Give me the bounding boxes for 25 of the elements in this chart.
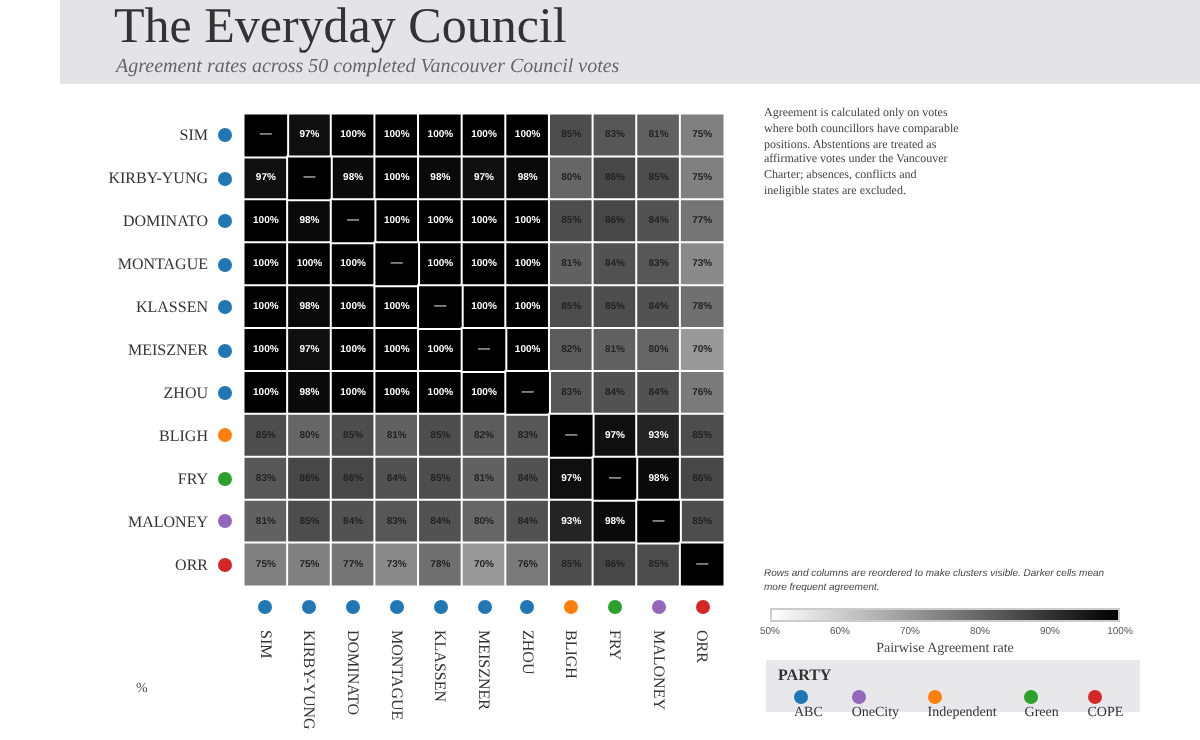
x-tick-label: MALONEY: [649, 630, 668, 711]
legend-title: PARTY: [778, 666, 834, 684]
y-tick-label: MALONEY: [128, 512, 209, 531]
x-tick-label: BLIGH: [562, 630, 581, 680]
chart-title: The Everyday Council: [114, 0, 567, 56]
y-tick-label: SIM: [179, 126, 208, 145]
y-tick-label: BLIGH: [159, 426, 209, 445]
x-tick-label: KIRBY-YUNG: [300, 630, 319, 730]
x-tick-label: MEISZNER: [475, 630, 493, 712]
x-tick-label: KLASSEN: [431, 630, 450, 703]
x-tick-label: ORR: [693, 630, 712, 665]
chart-subtitle: Agreement rates across 50 completed Vancouver Council votes: [116, 56, 620, 78]
y-tick-label: KIRBY-YUNG: [108, 169, 209, 188]
y-tick-label: MONTAGUE: [117, 255, 209, 274]
y-tick-label: MEISZNER: [128, 341, 210, 359]
y-tick-label: DOMINATO: [122, 212, 209, 231]
x-tick-label: DOMINATO: [344, 630, 363, 716]
x-tick-label: SIM: [256, 630, 275, 659]
y-tick-label: ORR: [175, 555, 210, 574]
y-tick-label: KLASSEN: [135, 298, 209, 317]
x-tick-label: ZHOU: [518, 630, 537, 675]
x-tick-label: FRY: [605, 630, 624, 661]
y-tick-label: ZHOU: [163, 383, 209, 402]
y-tick-label: FRY: [177, 469, 209, 488]
x-tick-label: MONTAGUE: [387, 630, 406, 721]
